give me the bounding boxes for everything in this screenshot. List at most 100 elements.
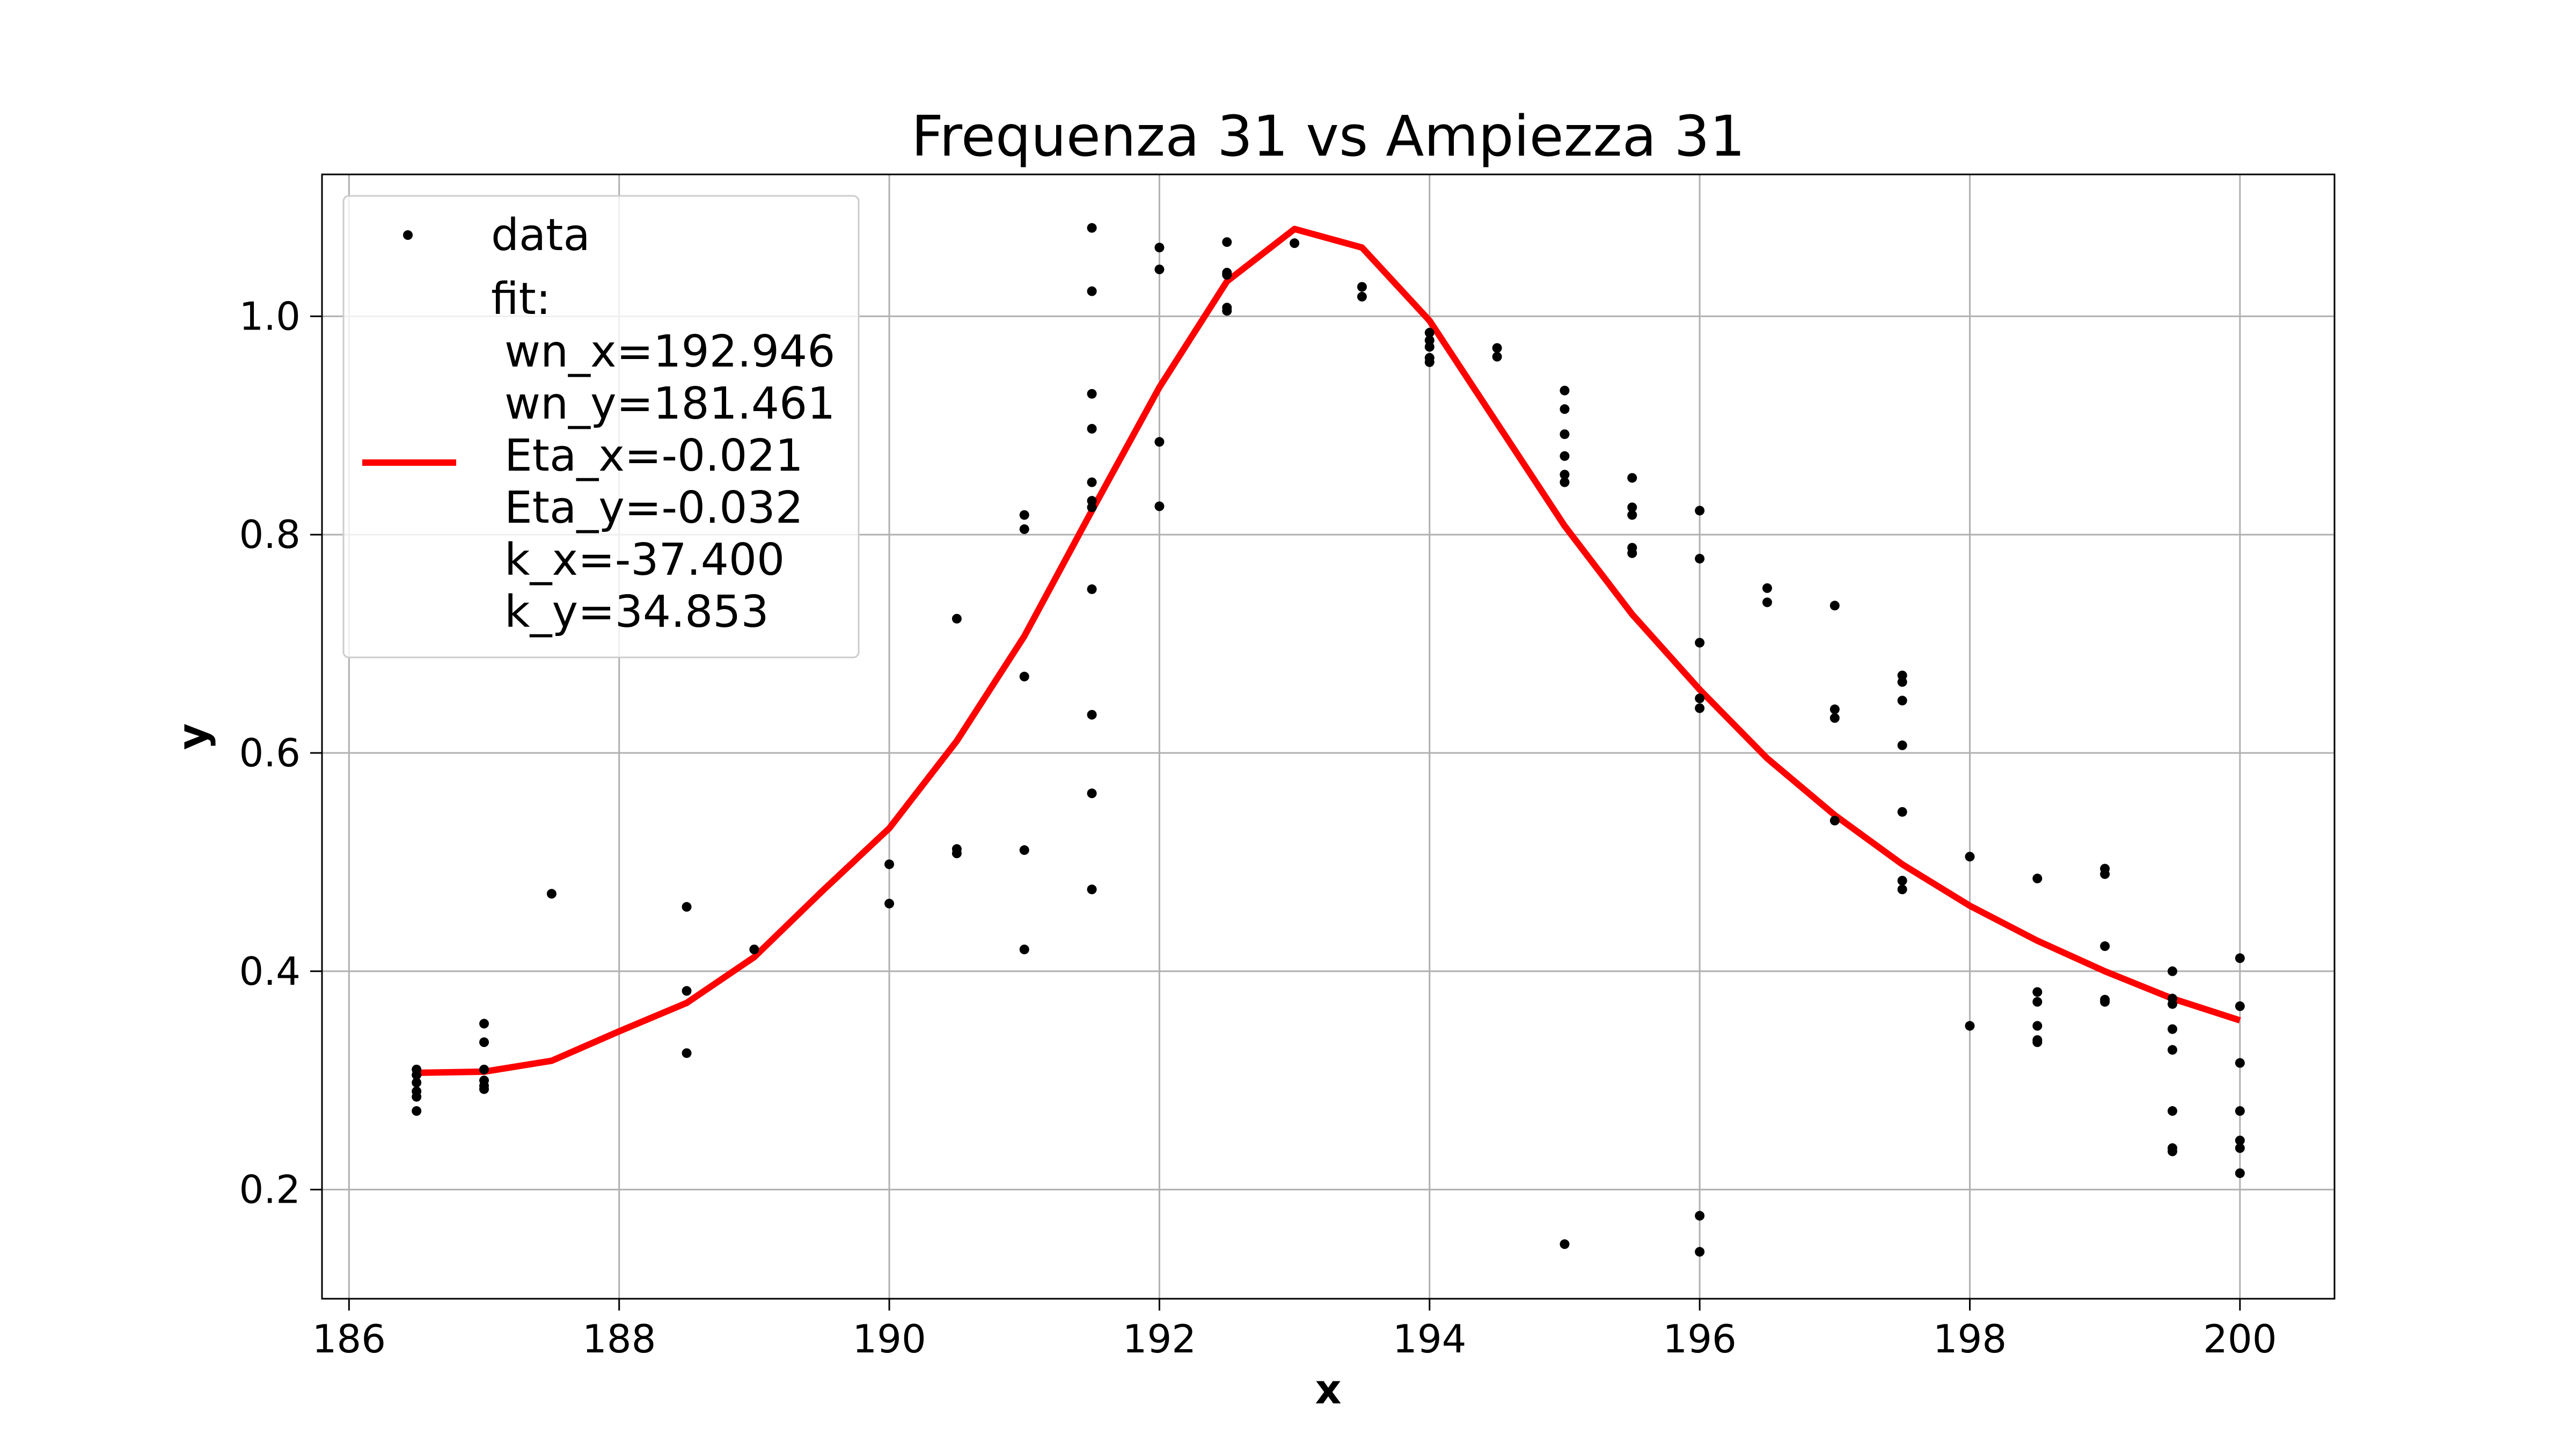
data-point <box>1695 506 1705 516</box>
data-point <box>1897 807 1907 817</box>
data-point <box>2167 999 2177 1009</box>
data-point <box>1424 357 1435 367</box>
data-point <box>1154 264 1165 274</box>
x-tick-label: 194 <box>1393 1316 1466 1362</box>
legend-fit-param: wn_y=181.461 <box>504 378 835 429</box>
data-point <box>2167 966 2177 976</box>
data-point <box>1560 477 1570 487</box>
x-tick-label: 198 <box>1933 1316 2007 1362</box>
x-tick-label: 196 <box>1663 1316 1736 1362</box>
data-point <box>1019 524 1029 535</box>
data-point <box>1087 286 1097 296</box>
legend-data-label: data <box>491 210 590 261</box>
data-point <box>2167 1024 2177 1034</box>
data-point <box>1357 282 1367 292</box>
plot-area <box>412 223 2245 1257</box>
data-point <box>412 1106 422 1116</box>
data-point <box>1897 875 1907 885</box>
data-point <box>1087 584 1097 594</box>
data-point <box>1695 1211 1705 1221</box>
data-point <box>412 1092 422 1102</box>
data-point <box>2100 869 2110 879</box>
data-point <box>1087 423 1097 434</box>
data-point <box>479 1037 489 1048</box>
data-point <box>1560 1239 1570 1249</box>
data-point <box>682 986 692 996</box>
data-point <box>479 1019 489 1029</box>
data-point <box>2100 997 2110 1007</box>
data-point <box>1762 583 1772 593</box>
data-point <box>1560 470 1570 480</box>
data-point <box>1222 237 1232 247</box>
data-point <box>1290 238 1300 248</box>
data-point <box>1897 740 1907 750</box>
data-point <box>1222 306 1232 316</box>
data-point <box>1492 352 1502 362</box>
data-point <box>2235 1001 2245 1011</box>
data-point <box>1560 385 1570 396</box>
data-point <box>2235 953 2245 963</box>
x-axis-ticks: 186 188 190 192 194 196 198 200 <box>312 1299 2277 1362</box>
x-tick-label: 186 <box>312 1316 386 1362</box>
data-point <box>1695 703 1705 713</box>
data-point <box>884 859 895 869</box>
data-point <box>1154 501 1165 511</box>
data-point <box>2032 987 2043 997</box>
data-point <box>2235 1058 2245 1068</box>
data-point <box>1762 597 1772 608</box>
y-tick-label: 1.0 <box>239 294 301 339</box>
data-point <box>1154 437 1165 447</box>
data-point <box>1627 548 1637 558</box>
data-point <box>2167 1146 2177 1157</box>
data-point <box>2167 1045 2177 1055</box>
x-tick-label: 188 <box>582 1316 656 1362</box>
x-axis-label: x <box>1315 1365 1341 1413</box>
x-tick-label: 190 <box>852 1316 926 1362</box>
data-point <box>2235 1136 2245 1146</box>
data-point <box>1829 704 1840 714</box>
data-point <box>952 613 962 624</box>
data-point <box>682 902 692 912</box>
legend-fit-param: Eta_y=-0.032 <box>504 482 803 533</box>
y-tick-label: 0.6 <box>239 730 301 775</box>
data-point <box>952 848 962 859</box>
data-point <box>1019 510 1029 520</box>
grid <box>322 174 2334 1299</box>
data-point <box>1695 638 1705 648</box>
data-point <box>1829 713 1840 723</box>
y-axis-label: y <box>169 723 216 750</box>
data-point <box>1087 502 1097 513</box>
data-point <box>884 898 895 909</box>
data-point <box>1019 845 1029 855</box>
data-point <box>1087 223 1097 233</box>
data-point <box>2167 1106 2177 1116</box>
data-point <box>1087 389 1097 399</box>
data-point <box>2032 873 2043 883</box>
data-point <box>1829 601 1840 611</box>
data-point <box>1019 945 1029 955</box>
data-point <box>1965 852 1975 862</box>
data-point <box>1897 677 1907 687</box>
data-point <box>1222 270 1232 280</box>
data-point <box>1357 291 1367 302</box>
legend-fit-param: wn_x=192.946 <box>504 326 835 377</box>
fit-line <box>416 225 2241 1076</box>
data-point <box>749 945 759 955</box>
data-point <box>2032 1021 2043 1031</box>
data-point <box>1154 243 1165 253</box>
data-point <box>1695 693 1705 704</box>
data-point <box>1829 816 1840 826</box>
y-tick-label: 0.4 <box>239 949 301 994</box>
chart-title: Frequenza 31 vs Ampiezza 31 <box>911 104 1745 169</box>
data-point <box>2100 941 2110 952</box>
data-point <box>1560 451 1570 461</box>
data-point <box>682 1048 692 1058</box>
data-point <box>2235 1143 2245 1153</box>
data-point <box>1695 1247 1705 1257</box>
legend-data-marker <box>403 230 413 240</box>
data-point <box>479 1064 489 1074</box>
data-point <box>1424 327 1435 338</box>
legend-box <box>342 195 860 658</box>
plot-frame <box>321 173 2336 1300</box>
legend: data fit: wn_x=192.946 wn_y=181.461 Eta_… <box>342 195 860 658</box>
